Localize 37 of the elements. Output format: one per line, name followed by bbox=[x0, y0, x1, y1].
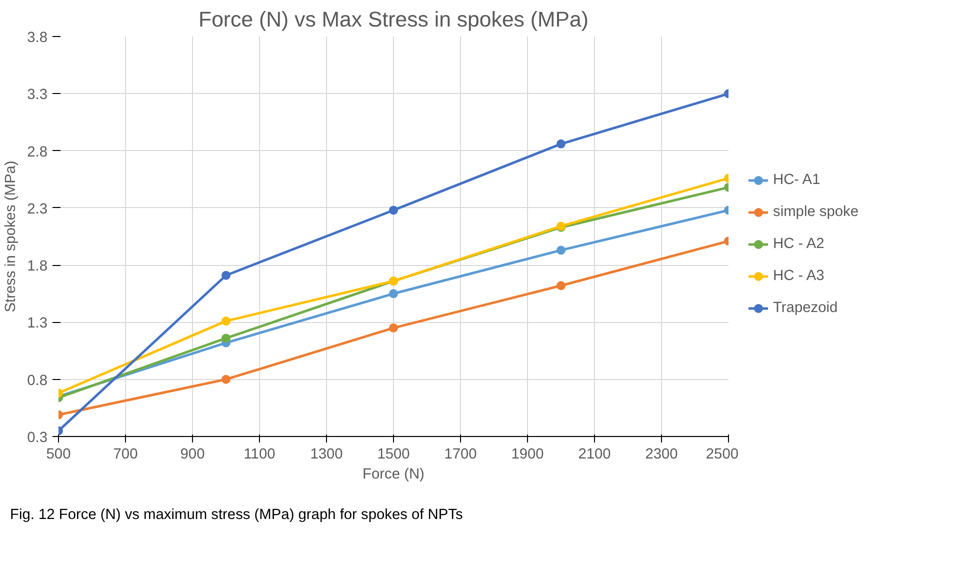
point bbox=[222, 374, 230, 384]
x-tick-label: 1500 bbox=[377, 446, 410, 462]
point bbox=[222, 270, 230, 280]
y-tick-label: 3.8 bbox=[27, 30, 48, 46]
legend-label: HC - A2 bbox=[773, 236, 824, 252]
point bbox=[222, 316, 230, 326]
caption: Fig. 12 Force (N) vs maximum stress (MPa) graph for spokes of NPTs bbox=[10, 506, 463, 525]
x-tick-label: 500 bbox=[46, 446, 71, 462]
y-tick-label: 2.3 bbox=[27, 201, 48, 218]
legend-label: HC- A1 bbox=[773, 172, 820, 188]
x-tick-label: 1900 bbox=[511, 446, 544, 462]
point bbox=[556, 246, 566, 255]
x-tick-label: 2300 bbox=[645, 446, 678, 462]
y-tick-label: 1.8 bbox=[27, 258, 48, 275]
x-tick-label: 2500 bbox=[706, 446, 739, 462]
y-tick-label: 0.8 bbox=[27, 372, 48, 389]
legend-label: Trapezoid bbox=[773, 300, 838, 316]
y-tick-label: 1.3 bbox=[27, 316, 48, 332]
x-tick-label: 900 bbox=[180, 446, 205, 462]
point bbox=[556, 281, 566, 290]
point bbox=[389, 323, 398, 332]
y-tick-label: 3.3 bbox=[27, 87, 48, 104]
y-tick-label: 2.8 bbox=[27, 144, 48, 160]
point bbox=[389, 289, 398, 298]
point bbox=[556, 139, 566, 148]
x-axis-title: Force (N) bbox=[362, 466, 424, 482]
x-tick-label: 700 bbox=[113, 446, 138, 462]
chart-title: Force (N) vs Max Stress in spokes (MPa) bbox=[198, 8, 588, 32]
legend-label: HC - A3 bbox=[773, 268, 824, 284]
x-tick-label: 1100 bbox=[244, 446, 276, 462]
legend-label: simple spoke bbox=[773, 204, 859, 220]
x-tick-label: 1700 bbox=[444, 446, 477, 462]
x-tick-label: 1300 bbox=[310, 446, 343, 462]
y-axis-title: Stress in spokes (MPa) bbox=[3, 160, 20, 312]
point bbox=[389, 206, 398, 215]
x-tick-label: 2100 bbox=[578, 446, 611, 462]
y-tick-label: 0.3 bbox=[27, 430, 48, 446]
